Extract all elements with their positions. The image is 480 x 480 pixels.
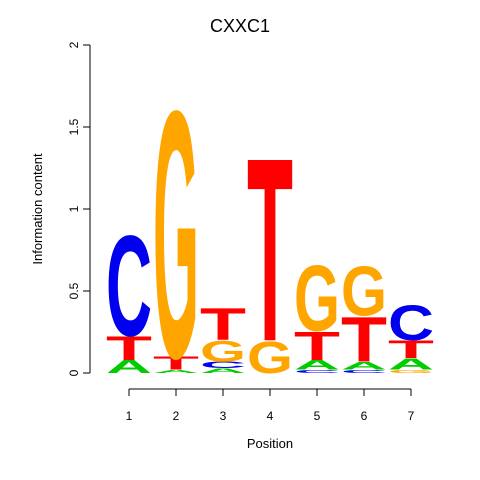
logo-letter-C-pos-7: C xyxy=(388,296,434,352)
x-tick-label: 3 xyxy=(220,409,227,423)
logo-letter-T-pos-1: T xyxy=(106,329,152,367)
y-tick-label: 0.5 xyxy=(67,282,81,299)
x-tick-label: 4 xyxy=(267,409,274,423)
y-axis-label: Information content xyxy=(30,153,45,265)
logo-letter-T-pos-6: T xyxy=(341,304,387,375)
y-axis: 0 0.5 1 1.5 2 xyxy=(67,41,91,376)
x-tick-label: 2 xyxy=(173,409,180,423)
logo-letter-G-pos-2: G xyxy=(153,37,199,432)
x-tick-label: 6 xyxy=(361,409,368,423)
logo-letter-C-pos-1: C xyxy=(106,206,152,366)
y-tick-label: 2 xyxy=(67,41,81,48)
chart-title: CXXC1 xyxy=(210,16,270,36)
logo-letter-C-pos-5: C xyxy=(294,369,340,374)
logo-letter-G-pos-6: G xyxy=(341,252,387,331)
logo-letter-A-pos-3: A xyxy=(200,367,246,375)
logo-letter-G-pos-5: G xyxy=(294,246,340,351)
logo-letter-A-pos-5: A xyxy=(294,357,340,372)
logo-letter-G-pos-3: G xyxy=(200,335,246,368)
y-tick-label: 1.5 xyxy=(67,118,81,135)
logo-letter-A-pos-6: A xyxy=(341,360,387,373)
logo-letter-G-pos-7: G xyxy=(388,369,434,374)
y-tick-label: 1 xyxy=(67,205,81,212)
logo-letter-T-pos-3: T xyxy=(200,300,246,351)
x-axis: 1 2 3 4 5 6 7 xyxy=(126,388,415,423)
logo-letter-A-pos-7: A xyxy=(388,355,434,373)
logo-letter-T-pos-2: T xyxy=(153,353,199,374)
logo-letter-T-pos-7: T xyxy=(388,335,434,363)
x-tick-label: 1 xyxy=(126,409,133,423)
logo-letter-C-pos-6: C xyxy=(341,369,387,374)
y-tick-label: 0 xyxy=(67,369,81,376)
logo-letter-T-pos-4: T xyxy=(247,104,293,396)
logo-letter-A-pos-1: A xyxy=(106,357,152,377)
logo-letter-G-pos-4: G xyxy=(247,332,293,383)
x-tick-label: 5 xyxy=(314,409,321,423)
logo-letter-A-pos-2: A xyxy=(153,369,199,374)
x-axis-label: Position xyxy=(247,436,293,451)
x-tick-label: 7 xyxy=(408,409,415,423)
logo-letter-T-pos-5: T xyxy=(294,323,340,369)
logo-letter-C-pos-3: C xyxy=(200,360,246,370)
